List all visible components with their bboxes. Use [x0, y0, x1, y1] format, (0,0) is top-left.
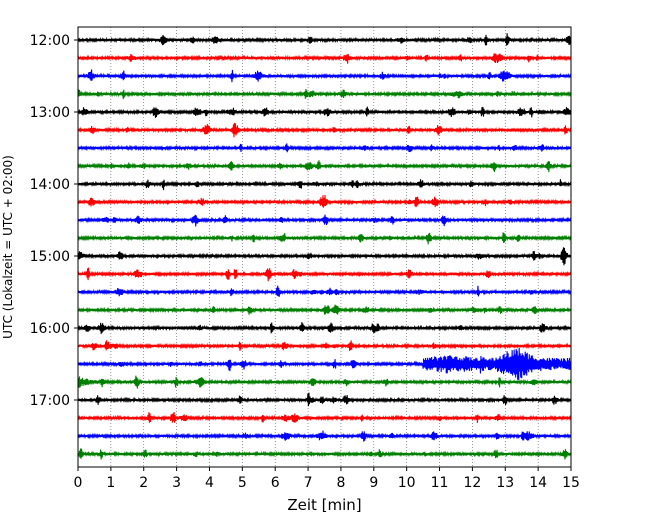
x-tick-label: 14 — [529, 475, 547, 491]
trace-1230 — [77, 69, 572, 83]
x-axis-label: Zeit [min] — [287, 496, 361, 514]
y-axis-label: UTC (Lokalzeit = UTC + 02:00) — [1, 155, 15, 339]
trace-1400 — [77, 179, 572, 191]
y-tick-label: 15:00 — [30, 249, 70, 265]
trace-1430 — [77, 214, 572, 227]
x-axis-ticks: 0 1 2 3 4 5 6 7 8 9 10 11 12 13 14 15 — [74, 467, 580, 491]
trace-1630 — [77, 348, 572, 380]
y-tick-label: 14:00 — [30, 177, 70, 193]
seismic-traces — [77, 33, 572, 460]
trace-1300 — [77, 106, 572, 118]
trace-1445 — [77, 232, 572, 245]
x-tick-label: 7 — [304, 475, 313, 491]
x-tick-label: 5 — [238, 475, 247, 491]
x-tick-label: 6 — [271, 475, 280, 491]
trace-1515 — [77, 267, 572, 282]
trace-1330 — [77, 143, 572, 153]
x-tick-label: 9 — [369, 475, 378, 491]
x-tick-label: 2 — [139, 475, 148, 491]
x-tick-label: 3 — [172, 475, 181, 491]
trace-1745 — [77, 448, 572, 460]
x-tick-label: 0 — [74, 475, 83, 491]
y-tick-label: 17:00 — [30, 393, 70, 409]
x-tick-label: 1 — [106, 475, 115, 491]
trace-1500 — [77, 247, 572, 266]
trace-1530 — [77, 285, 572, 297]
trace-1415 — [77, 195, 572, 208]
x-tick-label: 4 — [205, 475, 214, 491]
trace-1200 — [77, 33, 572, 46]
y-axis-ticks: 12:00 13:00 14:00 15:00 16:00 17:00 — [30, 33, 78, 409]
trace-1715 — [77, 411, 572, 423]
x-tick-label: 12 — [463, 475, 481, 491]
x-tick-label: 13 — [496, 475, 514, 491]
trace-1345 — [77, 160, 572, 173]
trace-1700 — [77, 392, 572, 407]
plot-frame — [77, 26, 572, 468]
trace-1730 — [77, 430, 572, 442]
trace-1600 — [77, 322, 572, 334]
x-tick-label: 8 — [336, 475, 345, 491]
y-tick-label: 16:00 — [30, 321, 70, 337]
trace-1545 — [77, 304, 572, 315]
trace-1245 — [77, 88, 572, 100]
trace-1215 — [77, 53, 572, 64]
trace-1645 — [77, 375, 572, 389]
y-tick-label: 12:00 — [30, 33, 70, 49]
y-tick-label: 13:00 — [30, 105, 70, 121]
trace-1315 — [77, 122, 572, 138]
x-tick-label: 10 — [398, 475, 416, 491]
x-tick-label: 11 — [431, 475, 449, 491]
x-tick-label: 15 — [562, 475, 580, 491]
trace-1615 — [77, 340, 572, 352]
